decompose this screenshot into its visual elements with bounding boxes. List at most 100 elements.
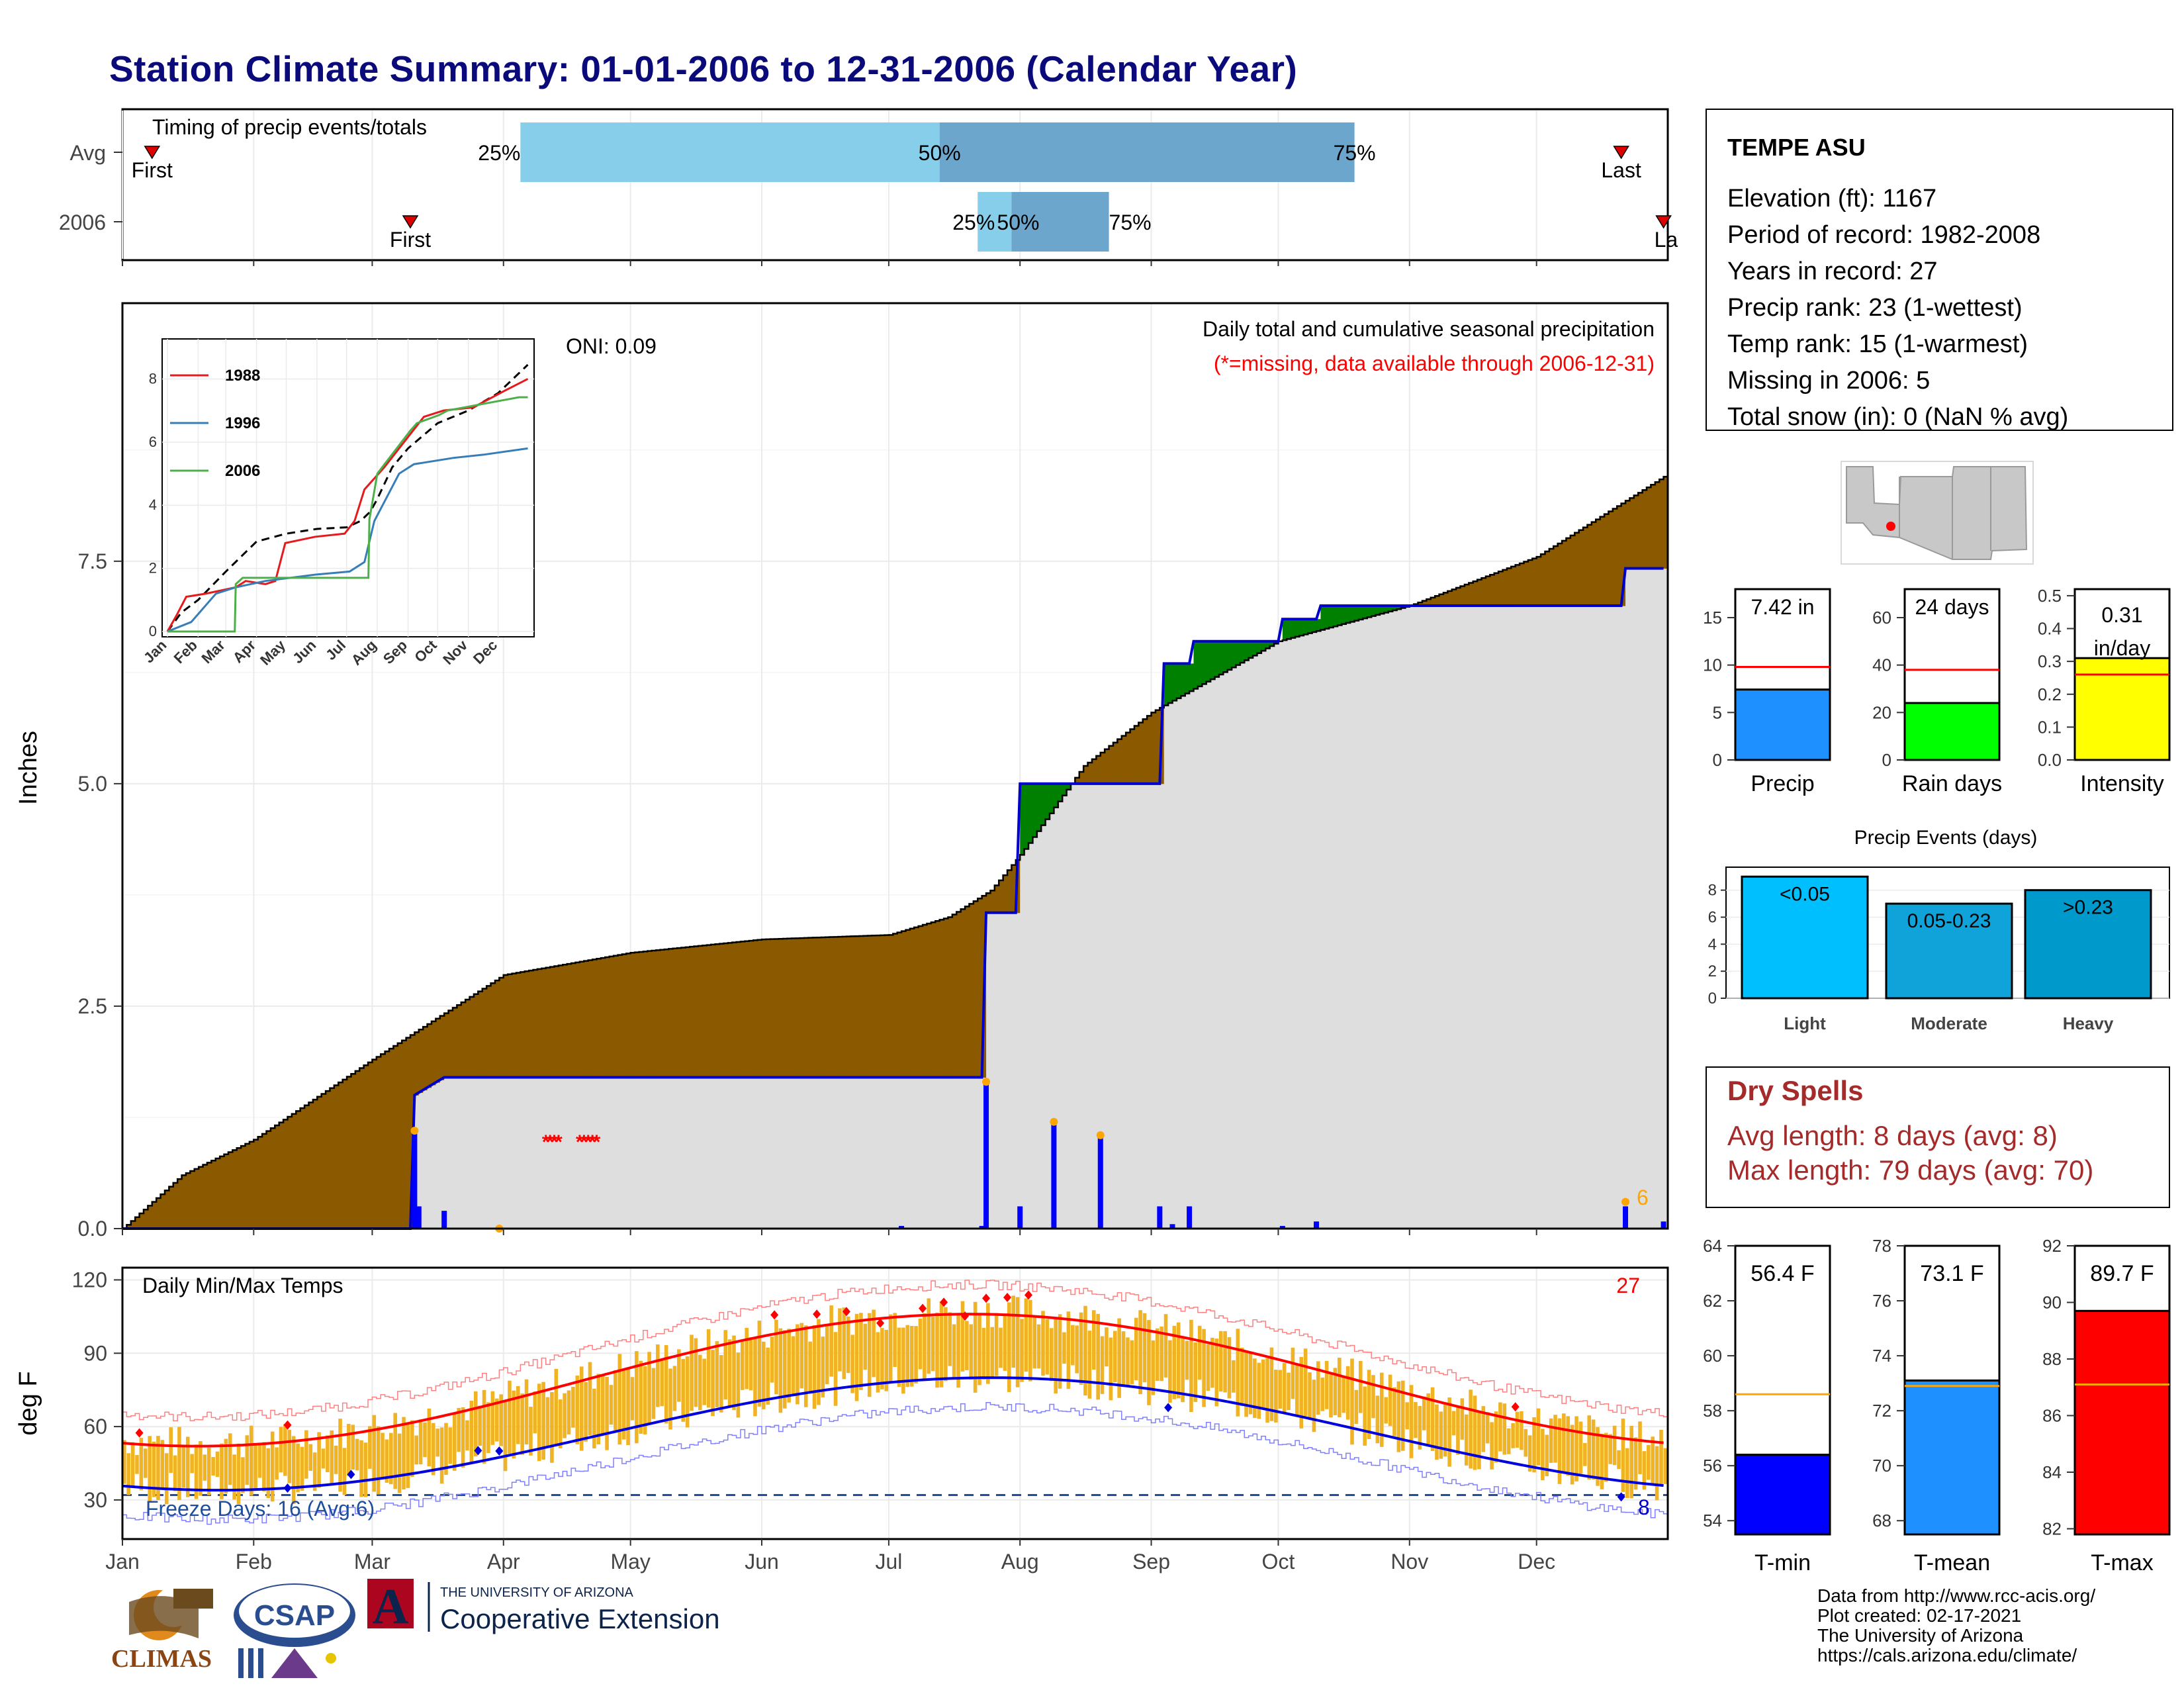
daily-temp-bar <box>1299 1356 1304 1429</box>
daily-temp-bar <box>567 1390 571 1434</box>
y2006-p75-label: 75% <box>1109 211 1152 234</box>
precip-deficit-fill <box>1451 589 1457 606</box>
daily-temp-bar <box>884 1329 889 1391</box>
precip-deficit-fill <box>228 1152 233 1229</box>
events-bar <box>1741 875 1869 1000</box>
daily-temp-bar <box>206 1448 211 1495</box>
events-bar-label: >0.23 <box>2063 897 2113 919</box>
precip-deficit-fill <box>169 1186 174 1229</box>
daily-temp-bar <box>1338 1358 1342 1417</box>
daily-temp-bar <box>508 1380 512 1454</box>
precip-deficit-fill <box>931 922 936 1078</box>
precip-base-fill <box>571 1077 576 1229</box>
precip-base-fill <box>1617 606 1622 1229</box>
precip-deficit-fill <box>796 938 801 1078</box>
precip-base-fill <box>1562 606 1567 1229</box>
precip-base-fill <box>609 1077 614 1229</box>
daily-temp-bar <box>761 1341 766 1409</box>
daily-temp-bar <box>1308 1372 1312 1419</box>
daily-precip-bar <box>899 1225 905 1229</box>
daily-temp-bar <box>545 1397 550 1447</box>
precip-deficit-fill <box>461 1002 466 1078</box>
daily-temp-bar <box>516 1385 520 1444</box>
precip-deficit-fill <box>630 953 635 1078</box>
record-high-marker <box>135 1428 144 1438</box>
precip-deficit-fill <box>1617 506 1622 606</box>
precip-base-fill <box>1439 606 1444 1229</box>
precip-surplus-fill <box>1392 606 1398 611</box>
daily-temp-bar <box>215 1451 220 1477</box>
daily-temp-bar <box>782 1330 787 1409</box>
precip-panel: **** ***** Daily total and cumulative sea… <box>15 302 1669 1241</box>
precip-deficit-fill <box>448 1010 453 1078</box>
daily-temp-bar <box>1363 1386 1367 1446</box>
y2006-first-label: First <box>390 228 431 252</box>
precip-base-fill <box>914 1077 919 1229</box>
precip-deficit-fill <box>143 1209 148 1229</box>
daily-temp-bar <box>927 1298 931 1374</box>
y2006-upper-half-bar <box>1011 192 1109 252</box>
precip-deficit-fill <box>782 939 788 1078</box>
record-low-marker <box>495 1446 504 1456</box>
precip-deficit-fill <box>406 1037 411 1229</box>
timing-row-avg: Avg <box>69 141 106 165</box>
daily-temp-bar <box>338 1419 342 1492</box>
precip-base-fill <box>787 1077 792 1229</box>
precip-base-fill <box>499 1077 504 1229</box>
precip-deficit-fill <box>499 978 504 1078</box>
precip-deficit-fill <box>266 1131 271 1229</box>
daily-temp-bar <box>863 1323 868 1370</box>
precip-base-fill <box>1494 606 1499 1229</box>
precip-base-fill <box>1079 783 1084 1229</box>
precip-deficit-fill <box>635 952 639 1078</box>
precip-base-fill <box>1240 663 1245 1229</box>
precip-deficit-fill <box>1557 543 1563 606</box>
precip-base-fill <box>1020 855 1025 1229</box>
summary-bar-value: in/day <box>2094 636 2150 660</box>
precip-base-fill <box>727 1077 733 1229</box>
precip-base-fill <box>1527 606 1533 1229</box>
precip-deficit-fill <box>1155 710 1160 784</box>
precip-deficit-fill <box>1126 732 1131 784</box>
daily-temp-bar <box>1612 1425 1617 1466</box>
summary-bar-label: Precip <box>1751 771 1814 796</box>
temp-summary-bar <box>1734 1454 1831 1536</box>
record-high-marker <box>961 1311 970 1321</box>
daily-temp-bar <box>359 1440 363 1497</box>
precip-base-fill <box>880 1077 886 1229</box>
precip-deficit-fill <box>969 904 974 1078</box>
precip-surplus-fill <box>1282 619 1287 641</box>
precip-surplus-fill <box>1189 663 1195 692</box>
climas-logo-text: CLIMAS <box>111 1645 212 1673</box>
timing-label: Timing of precip events/totals <box>152 115 427 139</box>
precip-base-fill <box>1282 640 1287 1229</box>
precip-deficit-fill <box>397 1043 402 1229</box>
precip-deficit-fill <box>1494 573 1499 606</box>
daily-temp-bar <box>1578 1421 1583 1474</box>
daily-temp-bar <box>478 1405 482 1446</box>
precip-base-fill <box>1138 783 1144 1229</box>
daily-temp-bar <box>749 1337 753 1391</box>
precip-base-fill <box>1396 609 1402 1229</box>
temp-summary-tick-label: 54 <box>1703 1511 1722 1530</box>
precip-base-fill <box>846 1077 851 1229</box>
precip-base-fill <box>749 1077 754 1229</box>
precip-base-fill <box>829 1077 835 1229</box>
precip-base-fill <box>520 1077 525 1229</box>
precip-surplus-fill <box>1028 783 1033 843</box>
precip-deficit-fill <box>347 1076 351 1229</box>
precip-deficit-fill <box>571 962 576 1078</box>
precip-surplus-fill <box>1265 641 1271 649</box>
precip-base-fill <box>563 1077 568 1229</box>
precip-deficit-fill <box>355 1070 360 1229</box>
daily-temp-bar <box>1633 1437 1638 1490</box>
precip-base-fill <box>461 1077 466 1229</box>
precip-deficit-fill <box>1456 587 1461 606</box>
daily-temp-bar <box>702 1358 707 1405</box>
daily-temp-bar <box>1075 1325 1079 1374</box>
precip-deficit-fill <box>312 1100 318 1229</box>
precip-base-fill <box>614 1077 618 1229</box>
daily-temp-bar <box>584 1382 588 1442</box>
summary-bar-tick-label: 0.3 <box>2038 651 2062 671</box>
temp-summary-tick-label: 62 <box>1703 1291 1722 1311</box>
